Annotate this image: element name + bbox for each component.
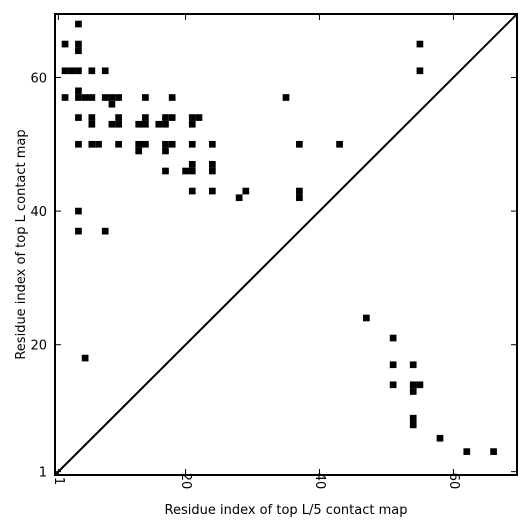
contact-point-top-l — [101, 67, 109, 75]
y-tick-label: 20 — [30, 339, 47, 354]
contact-point-top-l — [162, 114, 169, 121]
axis-ticks: 1 20 40 60 1 20 40 60 — [30, 14, 517, 489]
contact-point-top-l — [115, 140, 122, 148]
contact-point-top-l — [296, 140, 303, 148]
contact-point-top-l — [61, 94, 69, 101]
x-tick-label: 60 — [446, 473, 461, 490]
contact-point-top-l — [209, 140, 216, 148]
contact-point-top-l — [108, 100, 116, 108]
contact-point-top-l — [88, 67, 96, 75]
contact-point-top-l — [188, 187, 196, 195]
y-tick-label: 40 — [30, 205, 47, 220]
contact-point-top-l — [81, 354, 89, 362]
contact-point-top-l — [108, 94, 116, 101]
contact-point-top-l — [188, 140, 196, 148]
contact-point-top-l — [209, 187, 216, 195]
contact-point-top-l5 — [436, 434, 444, 442]
diagonal-line — [54, 13, 518, 476]
contact-point-top-l5 — [416, 381, 424, 389]
contact-point-top-l — [61, 67, 69, 75]
contact-point-top-l — [75, 114, 82, 121]
contact-point-top-l — [168, 94, 176, 101]
contact-point-top-l — [209, 160, 216, 168]
contact-point-top-l — [108, 120, 116, 128]
contact-point-top-l — [75, 140, 82, 148]
contact-point-top-l — [95, 140, 102, 148]
contact-point-top-l5 — [416, 40, 424, 48]
contact-point-top-l — [188, 167, 196, 175]
contact-point-top-l — [115, 120, 122, 128]
contact-point-top-l5 — [389, 381, 397, 389]
contact-point-top-l — [75, 20, 82, 28]
contact-point-top-l — [75, 227, 82, 235]
contact-point-top-l — [296, 187, 303, 195]
contact-point-top-l — [88, 114, 96, 121]
contact-point-top-l — [142, 114, 149, 121]
contact-point-top-l — [235, 194, 243, 202]
contact-point-top-l — [61, 40, 69, 48]
contact-point-top-l — [115, 114, 122, 121]
x-tick-label: 1 — [51, 477, 66, 485]
contact-point-top-l — [142, 94, 149, 101]
plot-frame — [54, 13, 518, 476]
contact-point-top-l — [336, 140, 343, 148]
contact-point-top-l5 — [389, 361, 397, 369]
contact-point-top-l — [101, 94, 109, 101]
contact-point-top-l — [296, 194, 303, 202]
contact-point-top-l — [162, 140, 169, 148]
contact-point-top-l — [115, 94, 122, 101]
contact-point-top-l — [88, 140, 96, 148]
contact-point-top-l5 — [409, 361, 417, 369]
y-axis-label: Residue index of top L contact map — [14, 129, 29, 359]
y-tick-label: 60 — [30, 71, 47, 86]
x-tick-label: 40 — [312, 473, 327, 490]
contact-point-top-l5 — [409, 381, 417, 389]
contact-point-top-l — [88, 120, 96, 128]
contact-point-top-l — [209, 167, 216, 175]
contact-point-top-l5 — [409, 388, 417, 395]
contact-point-top-l — [81, 94, 89, 101]
contact-point-top-l — [155, 120, 163, 128]
contact-point-top-l — [101, 227, 109, 235]
contact-point-top-l5 — [463, 448, 471, 455]
contact-point-top-l5 — [409, 421, 417, 429]
contact-point-top-l — [282, 94, 290, 101]
contact-point-top-l — [162, 147, 169, 155]
contact-point-top-l5 — [389, 334, 397, 342]
contact-point-top-l — [182, 167, 189, 175]
contact-point-top-l — [188, 120, 196, 128]
contact-point-top-l — [162, 120, 169, 128]
contact-point-top-l — [88, 94, 96, 101]
contact-point-top-l — [188, 160, 196, 168]
contact-point-top-l — [135, 147, 143, 155]
contact-point-top-l — [188, 114, 196, 121]
contact-point-top-l — [135, 120, 143, 128]
contact-point-top-l — [142, 120, 149, 128]
contact-point-top-l — [242, 187, 250, 195]
x-tick-label: 20 — [178, 473, 193, 490]
contact-point-top-l — [75, 40, 82, 48]
contact-point-top-l — [75, 94, 82, 101]
contact-point-top-l5 — [363, 314, 370, 322]
contact-point-top-l — [75, 207, 82, 215]
contact-point-top-l — [168, 114, 176, 121]
contact-point-top-l — [75, 47, 82, 55]
contact-points — [61, 20, 497, 455]
contact-point-top-l5 — [490, 448, 497, 455]
contact-point-top-l — [162, 167, 169, 175]
contact-point-top-l5 — [409, 414, 417, 422]
contact-point-top-l — [75, 67, 82, 75]
contact-point-top-l — [75, 87, 82, 95]
contact-point-top-l — [142, 140, 149, 148]
contact-point-top-l — [135, 140, 143, 148]
contact-point-top-l — [168, 140, 176, 148]
x-axis-label: Residue index of top L/5 contact map — [165, 503, 408, 518]
contact-point-top-l5 — [416, 67, 424, 75]
contact-point-top-l — [195, 114, 203, 121]
y-tick-label: 1 — [39, 466, 47, 481]
contact-point-top-l — [68, 67, 76, 75]
